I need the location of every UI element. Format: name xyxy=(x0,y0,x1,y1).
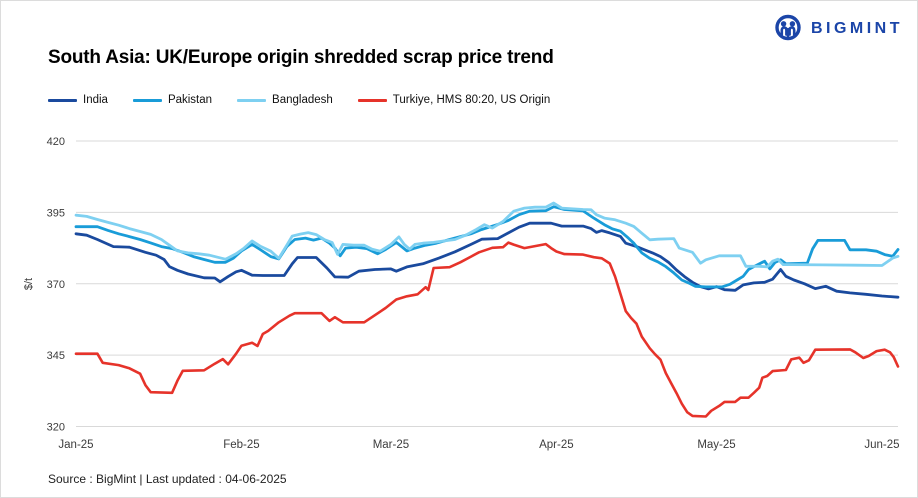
legend-item-pakistan: Pakistan xyxy=(132,94,213,106)
chart-legend: India Pakistan Bangladesh Turkiye, HMS 80:2… xyxy=(48,94,550,106)
legend-label: Pakistan xyxy=(167,94,213,106)
legend-item-india: India xyxy=(48,94,108,106)
y-tick-label-370: 370 xyxy=(47,279,65,291)
source-note: Source : BigMint | Last updated : 04-06-… xyxy=(48,472,287,486)
legend-swatch xyxy=(48,98,77,102)
x-tick-label-Jan-25: Jan-25 xyxy=(58,439,93,451)
brand-name: BIGMINT xyxy=(810,20,903,37)
y-tick-label-345: 345 xyxy=(47,350,65,362)
legend-label: Bangladesh xyxy=(272,94,333,106)
series-line-india xyxy=(74,221,900,299)
legend-swatch xyxy=(237,98,267,102)
legend-item-bangladesh: Bangladesh xyxy=(237,94,333,106)
x-tick-label-Feb-25: Feb-25 xyxy=(223,439,259,451)
bigmint-logo: BIGMINT xyxy=(773,13,903,45)
chart-title: South Asia: UK/Europe origin shredded sc… xyxy=(48,47,554,68)
series-line-turkiye xyxy=(74,241,900,418)
x-tick-label-Jun-25: Jun-25 xyxy=(864,439,899,451)
x-tick-label-Mar-25: Mar-25 xyxy=(373,439,409,451)
y-tick-label-420: 420 xyxy=(47,136,65,148)
x-tick-label-May-25: May-25 xyxy=(697,439,735,451)
y-tick-label-320: 320 xyxy=(47,422,65,434)
legend-label: Turkiye, HMS 80:20, US Origin xyxy=(392,94,551,106)
legend-swatch xyxy=(357,98,387,102)
bigmint-logo-icon xyxy=(773,13,803,45)
legend-label: India xyxy=(83,94,108,106)
series-line-bangladesh xyxy=(74,201,900,269)
legend-swatch xyxy=(132,98,162,102)
x-tick-label-Apr-25: Apr-25 xyxy=(539,439,574,451)
y-tick-label-395: 395 xyxy=(47,207,65,219)
legend-item-turkiye: Turkiye, HMS 80:20, US Origin xyxy=(357,94,551,106)
y-axis-label: $/t xyxy=(23,278,35,290)
